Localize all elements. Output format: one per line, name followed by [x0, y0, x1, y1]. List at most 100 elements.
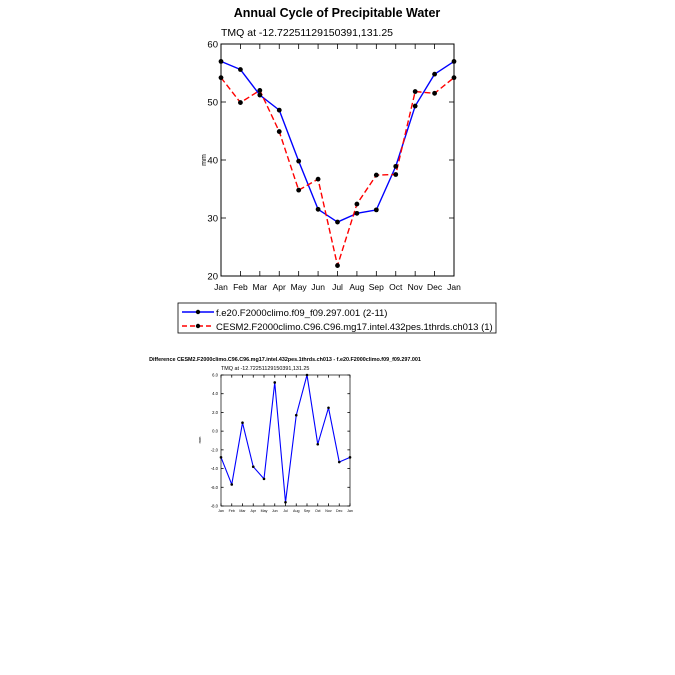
legend-box	[177, 302, 497, 334]
x-tick-label: Jul	[283, 509, 288, 513]
legend-label-series-1: f.e20.F2000climo.f09_f09.297.001 (2-11)	[216, 308, 387, 319]
y-tick-label: -6.0	[211, 485, 219, 490]
data-point-series-1	[238, 67, 243, 72]
data-point-series-1	[354, 210, 360, 216]
x-tick-label: Apr	[273, 282, 286, 292]
data-point-series-1	[218, 59, 224, 64]
y-ticks: -8.0 -6.0 -4.0 -2.0 0.0 2.0 4.0 6.0	[211, 372, 350, 508]
data-point-series-2	[451, 75, 457, 81]
data-point-series-1	[251, 465, 255, 469]
series-lines	[220, 374, 351, 503]
x-tick-label: Mar	[253, 282, 268, 292]
plot-frame	[220, 374, 351, 507]
x-tick-label: Jan	[218, 509, 224, 513]
data-point-series-2	[412, 89, 418, 94]
x-tick-label: Oct	[389, 282, 403, 292]
data-point-series-1	[432, 71, 437, 77]
x-tick-label: Dec	[427, 282, 443, 292]
series-lines	[220, 60, 455, 267]
y-axis-label: mm	[201, 154, 208, 166]
data-point-series-2	[373, 172, 379, 178]
data-point-series-1	[276, 107, 282, 113]
x-tick-label: Nov	[408, 282, 424, 292]
x-tick-label: Jun	[272, 509, 278, 513]
x-tick-label: Dec	[336, 509, 343, 513]
y-axis-label: mm	[197, 436, 202, 443]
legend-marker-series-2	[195, 323, 201, 329]
data-point-series-2	[335, 263, 340, 268]
x-tick-label: May	[261, 509, 268, 513]
y-tick-label: 20	[207, 271, 218, 282]
y-tick-label: -8.0	[211, 503, 219, 508]
data-point-series-1	[393, 163, 399, 169]
data-point-series-1	[273, 381, 277, 384]
chart-title: Annual Cycle of Precipitable Water	[234, 6, 441, 20]
x-tick-label: Feb	[233, 282, 248, 292]
data-point-series-1	[296, 158, 302, 164]
data-point-series-1	[451, 59, 457, 64]
legend-marker-series-1	[195, 309, 201, 315]
x-tick-label: Jul	[332, 282, 343, 292]
y-tick-label: 0.0	[212, 429, 218, 434]
y-tick-label: 50	[207, 97, 218, 108]
x-tick-label: Nov	[325, 509, 332, 513]
y-tick-label: -4.0	[211, 466, 219, 471]
x-tick-label: Sep	[369, 282, 384, 292]
data-point-series-2	[296, 187, 302, 193]
x-tick-label: Oct	[315, 509, 321, 513]
data-point-series-1	[316, 442, 320, 446]
difference-chart: Difference CESM2.F2000climo.C96.C96.mg17…	[149, 357, 421, 513]
data-point-series-2	[276, 129, 282, 134]
x-tick-label: May	[291, 282, 308, 292]
chart-title: Difference CESM2.F2000climo.C96.C96.mg17…	[149, 357, 421, 363]
series-line-1	[220, 374, 351, 503]
legend: f.e20.F2000climo.f09_f09.297.001 (2-11) …	[177, 302, 497, 334]
series-line-2	[220, 77, 455, 267]
plot-frame	[220, 43, 455, 277]
x-tick-label: Jan	[447, 282, 461, 292]
data-point-series-1	[262, 477, 266, 481]
y-tick-label: 2.0	[212, 410, 218, 415]
data-point-series-1	[219, 456, 223, 459]
x-tick-label: Jan	[214, 282, 228, 292]
data-point-series-2	[432, 90, 437, 96]
data-point-series-2	[218, 75, 224, 81]
data-point-series-1	[412, 103, 418, 109]
y-tick-label: 40	[207, 155, 218, 166]
x-tick-label: Jan	[347, 509, 353, 513]
data-point-series-1	[305, 373, 309, 377]
data-point-series-1	[337, 460, 341, 464]
y-tick-label: 60	[207, 39, 218, 50]
data-point-series-2	[354, 201, 360, 207]
data-point-series-1	[348, 456, 352, 459]
data-point-series-1	[284, 500, 287, 504]
y-tick-label: 4.0	[212, 391, 218, 396]
data-point-series-1	[294, 413, 298, 417]
data-point-series-1	[315, 206, 321, 212]
x-tick-label: Aug	[349, 282, 364, 292]
data-point-series-2	[257, 88, 263, 93]
data-point-series-1	[257, 92, 263, 98]
data-point-series-2	[315, 176, 321, 182]
y-tick-label: -2.0	[211, 447, 219, 452]
x-ticks: Jan Feb Mar Apr May Jun Jul Aug Sep Oct Nov Dec Jan	[214, 44, 461, 292]
data-point-series-1	[373, 207, 379, 213]
chart-subtitle: TMQ at -12.72251129150391,131.25	[221, 366, 309, 372]
y-ticks: 20 30 40 50 60	[207, 39, 454, 282]
legend-label-series-2: CESM2.F2000climo.C96.C96.mg17.intel.432p…	[216, 322, 493, 333]
x-tick-label: Jun	[311, 282, 325, 292]
y-tick-label: 30	[207, 213, 218, 224]
data-point-series-2	[238, 100, 243, 105]
x-ticks: Jan Feb Mar Apr May Jun Jul Aug Sep Oct Nov Dec Jan	[218, 375, 353, 513]
series-points	[219, 373, 352, 504]
x-tick-label: Mar	[239, 509, 246, 513]
x-tick-label: Feb	[229, 509, 235, 513]
data-point-series-2	[393, 172, 399, 177]
series-line-1	[220, 60, 455, 223]
data-point-series-1	[327, 406, 330, 410]
data-point-series-1	[241, 421, 244, 425]
x-tick-label: Sep	[304, 509, 310, 513]
data-point-series-1	[230, 483, 234, 486]
annual-cycle-chart: Annual Cycle of Precipitable Water TMQ a…	[177, 6, 497, 334]
